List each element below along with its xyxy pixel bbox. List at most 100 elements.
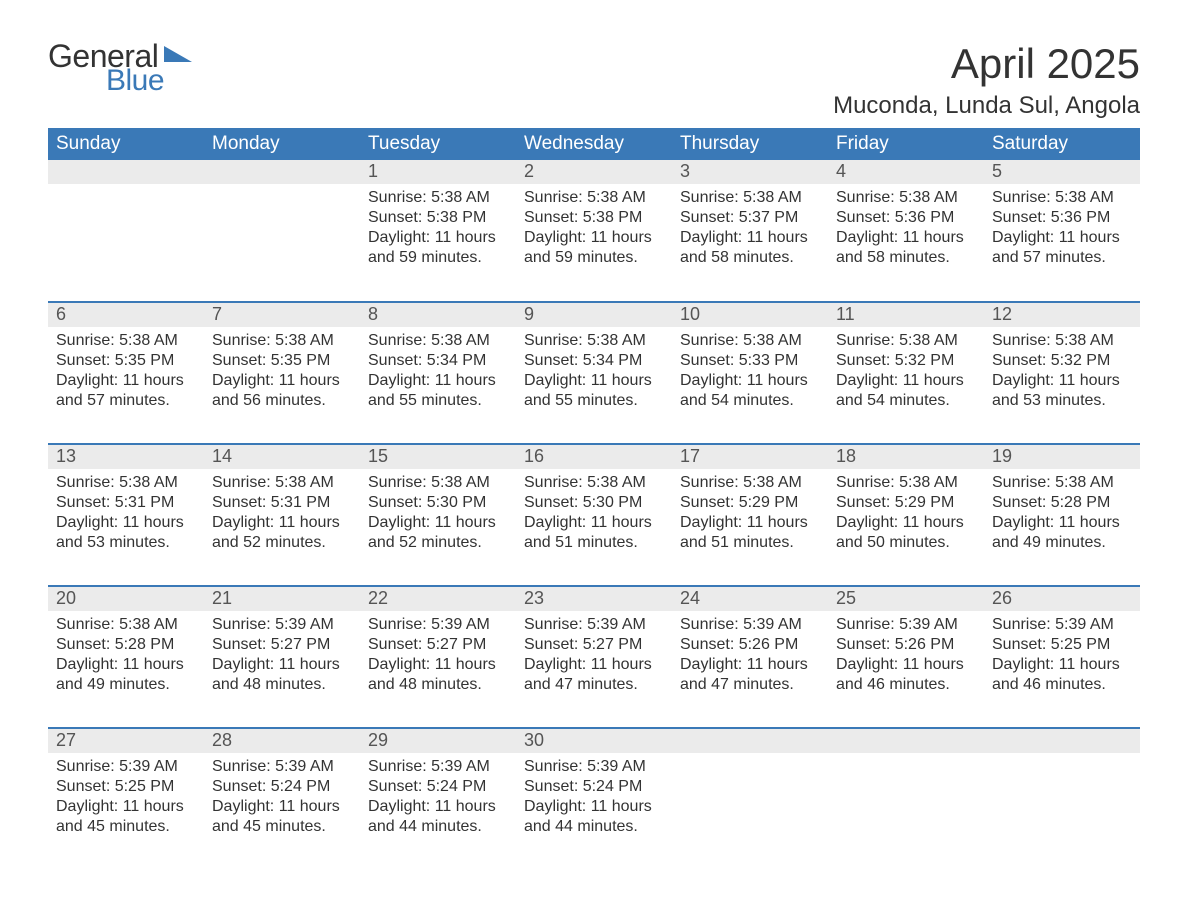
day-details: Sunrise: 5:38 AMSunset: 5:28 PMDaylight:… <box>984 469 1140 557</box>
day-details: Sunrise: 5:39 AMSunset: 5:26 PMDaylight:… <box>828 611 984 699</box>
day-details: Sunrise: 5:38 AMSunset: 5:30 PMDaylight:… <box>360 469 516 557</box>
day-details: Sunrise: 5:38 AMSunset: 5:36 PMDaylight:… <box>828 184 984 272</box>
sunset-text: Sunset: 5:32 PM <box>992 351 1132 371</box>
day-details: Sunrise: 5:38 AMSunset: 5:29 PMDaylight:… <box>828 469 984 557</box>
day-details: Sunrise: 5:38 AMSunset: 5:31 PMDaylight:… <box>48 469 204 557</box>
daylight-text: Daylight: 11 hours and 48 minutes. <box>212 655 352 695</box>
day-details: Sunrise: 5:38 AMSunset: 5:34 PMDaylight:… <box>360 327 516 415</box>
daylight-text: Daylight: 11 hours and 53 minutes. <box>56 513 196 553</box>
day-number: 10 <box>672 303 828 327</box>
sunset-text: Sunset: 5:29 PM <box>680 493 820 513</box>
daylight-text: Daylight: 11 hours and 49 minutes. <box>56 655 196 695</box>
daylight-text: Daylight: 11 hours and 59 minutes. <box>524 228 664 268</box>
sunrise-text: Sunrise: 5:39 AM <box>524 757 664 777</box>
weekday-header: Saturday <box>984 128 1140 160</box>
calendar-day-cell: 16Sunrise: 5:38 AMSunset: 5:30 PMDayligh… <box>516 444 672 586</box>
day-details: Sunrise: 5:38 AMSunset: 5:32 PMDaylight:… <box>984 327 1140 415</box>
sunset-text: Sunset: 5:33 PM <box>680 351 820 371</box>
daylight-text: Daylight: 11 hours and 54 minutes. <box>836 371 976 411</box>
sunrise-text: Sunrise: 5:38 AM <box>524 331 664 351</box>
sunset-text: Sunset: 5:36 PM <box>992 208 1132 228</box>
day-number: 15 <box>360 445 516 469</box>
sunrise-text: Sunrise: 5:38 AM <box>992 331 1132 351</box>
sunrise-text: Sunrise: 5:39 AM <box>836 615 976 635</box>
sunset-text: Sunset: 5:31 PM <box>212 493 352 513</box>
logo-flag-icon <box>164 46 194 77</box>
sunset-text: Sunset: 5:24 PM <box>368 777 508 797</box>
calendar-week-row: 20Sunrise: 5:38 AMSunset: 5:28 PMDayligh… <box>48 586 1140 728</box>
sunset-text: Sunset: 5:31 PM <box>56 493 196 513</box>
day-details: Sunrise: 5:39 AMSunset: 5:24 PMDaylight:… <box>516 753 672 841</box>
daylight-text: Daylight: 11 hours and 44 minutes. <box>368 797 508 837</box>
calendar-day-cell <box>672 728 828 870</box>
sunrise-text: Sunrise: 5:38 AM <box>212 331 352 351</box>
sunrise-text: Sunrise: 5:38 AM <box>836 473 976 493</box>
day-number: 12 <box>984 303 1140 327</box>
daylight-text: Daylight: 11 hours and 57 minutes. <box>56 371 196 411</box>
sunset-text: Sunset: 5:38 PM <box>524 208 664 228</box>
sunrise-text: Sunrise: 5:38 AM <box>368 331 508 351</box>
calendar-day-cell: 30Sunrise: 5:39 AMSunset: 5:24 PMDayligh… <box>516 728 672 870</box>
day-details: Sunrise: 5:38 AMSunset: 5:38 PMDaylight:… <box>360 184 516 272</box>
sunrise-text: Sunrise: 5:38 AM <box>992 188 1132 208</box>
calendar-day-cell: 27Sunrise: 5:39 AMSunset: 5:25 PMDayligh… <box>48 728 204 870</box>
daylight-text: Daylight: 11 hours and 55 minutes. <box>524 371 664 411</box>
sunset-text: Sunset: 5:28 PM <box>56 635 196 655</box>
day-details: Sunrise: 5:39 AMSunset: 5:25 PMDaylight:… <box>48 753 204 841</box>
weekday-header: Monday <box>204 128 360 160</box>
daylight-text: Daylight: 11 hours and 53 minutes. <box>992 371 1132 411</box>
calendar-day-cell: 29Sunrise: 5:39 AMSunset: 5:24 PMDayligh… <box>360 728 516 870</box>
sunrise-text: Sunrise: 5:38 AM <box>680 473 820 493</box>
calendar-day-cell: 19Sunrise: 5:38 AMSunset: 5:28 PMDayligh… <box>984 444 1140 586</box>
day-number: 25 <box>828 587 984 611</box>
calendar-day-cell: 8Sunrise: 5:38 AMSunset: 5:34 PMDaylight… <box>360 302 516 444</box>
calendar-day-cell: 6Sunrise: 5:38 AMSunset: 5:35 PMDaylight… <box>48 302 204 444</box>
day-number: 18 <box>828 445 984 469</box>
day-number: 20 <box>48 587 204 611</box>
daylight-text: Daylight: 11 hours and 48 minutes. <box>368 655 508 695</box>
day-number: 4 <box>828 160 984 184</box>
weekday-header: Tuesday <box>360 128 516 160</box>
day-details: Sunrise: 5:38 AMSunset: 5:31 PMDaylight:… <box>204 469 360 557</box>
daylight-text: Daylight: 11 hours and 46 minutes. <box>836 655 976 695</box>
calendar-day-cell <box>828 728 984 870</box>
day-details: Sunrise: 5:38 AMSunset: 5:29 PMDaylight:… <box>672 469 828 557</box>
calendar-week-row: 27Sunrise: 5:39 AMSunset: 5:25 PMDayligh… <box>48 728 1140 870</box>
sunrise-text: Sunrise: 5:38 AM <box>836 331 976 351</box>
calendar-header-row: Sunday Monday Tuesday Wednesday Thursday… <box>48 128 1140 160</box>
sunrise-text: Sunrise: 5:38 AM <box>680 331 820 351</box>
day-number: 24 <box>672 587 828 611</box>
sunrise-text: Sunrise: 5:38 AM <box>524 473 664 493</box>
sunset-text: Sunset: 5:27 PM <box>368 635 508 655</box>
day-number <box>204 160 360 184</box>
sunset-text: Sunset: 5:25 PM <box>56 777 196 797</box>
sunset-text: Sunset: 5:30 PM <box>524 493 664 513</box>
sunset-text: Sunset: 5:24 PM <box>212 777 352 797</box>
calendar-table: Sunday Monday Tuesday Wednesday Thursday… <box>48 128 1140 870</box>
sunrise-text: Sunrise: 5:39 AM <box>680 615 820 635</box>
calendar-page: General Blue April 2025 Muconda, Lunda S… <box>0 0 1188 918</box>
calendar-day-cell <box>984 728 1140 870</box>
day-details: Sunrise: 5:39 AMSunset: 5:24 PMDaylight:… <box>204 753 360 841</box>
sunset-text: Sunset: 5:35 PM <box>56 351 196 371</box>
sunset-text: Sunset: 5:28 PM <box>992 493 1132 513</box>
sunrise-text: Sunrise: 5:38 AM <box>56 331 196 351</box>
page-header: General Blue April 2025 Muconda, Lunda S… <box>48 40 1140 120</box>
day-number: 9 <box>516 303 672 327</box>
daylight-text: Daylight: 11 hours and 47 minutes. <box>680 655 820 695</box>
calendar-day-cell: 20Sunrise: 5:38 AMSunset: 5:28 PMDayligh… <box>48 586 204 728</box>
calendar-day-cell: 7Sunrise: 5:38 AMSunset: 5:35 PMDaylight… <box>204 302 360 444</box>
day-details: Sunrise: 5:38 AMSunset: 5:32 PMDaylight:… <box>828 327 984 415</box>
daylight-text: Daylight: 11 hours and 54 minutes. <box>680 371 820 411</box>
sunrise-text: Sunrise: 5:39 AM <box>524 615 664 635</box>
sunset-text: Sunset: 5:34 PM <box>368 351 508 371</box>
day-details: Sunrise: 5:38 AMSunset: 5:34 PMDaylight:… <box>516 327 672 415</box>
sunset-text: Sunset: 5:32 PM <box>836 351 976 371</box>
sunset-text: Sunset: 5:27 PM <box>524 635 664 655</box>
sunrise-text: Sunrise: 5:39 AM <box>368 757 508 777</box>
day-number <box>828 729 984 753</box>
day-number: 1 <box>360 160 516 184</box>
sunset-text: Sunset: 5:25 PM <box>992 635 1132 655</box>
daylight-text: Daylight: 11 hours and 49 minutes. <box>992 513 1132 553</box>
calendar-day-cell: 22Sunrise: 5:39 AMSunset: 5:27 PMDayligh… <box>360 586 516 728</box>
